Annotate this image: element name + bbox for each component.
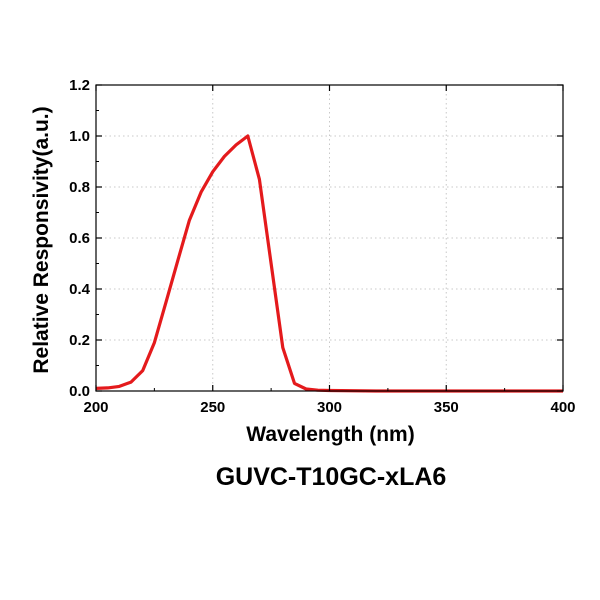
series-layer	[95, 134, 563, 393]
series-line	[95, 134, 563, 393]
grid-layer	[96, 85, 563, 391]
y-tick-label: 0.4	[69, 281, 91, 298]
x-tick-label: 400	[550, 399, 575, 416]
chart-caption: GUVC-T10GC-xLA6	[216, 463, 447, 491]
y-tick-label: 0.2	[69, 332, 90, 349]
y-tick-label: 0.8	[69, 179, 90, 196]
x-axis-title: Wavelength (nm)	[246, 423, 414, 446]
x-tick-label: 300	[317, 399, 342, 416]
tick-layer: 200 250 300 350 400 0.0 0.2 0.4 0.6 0.8 1.0 1.2	[69, 77, 575, 416]
x-tick-label: 200	[83, 399, 108, 416]
y-axis-title: Relative Responsivity(a.u.)	[30, 106, 53, 373]
y-tick-label: 1.2	[69, 77, 90, 94]
y-tick-label: 0.6	[69, 230, 90, 247]
y-tick-label: 1.0	[69, 128, 90, 145]
x-tick-label: 250	[200, 399, 225, 416]
x-tick-label: 350	[434, 399, 459, 416]
y-tick-label: 0.0	[69, 383, 90, 400]
